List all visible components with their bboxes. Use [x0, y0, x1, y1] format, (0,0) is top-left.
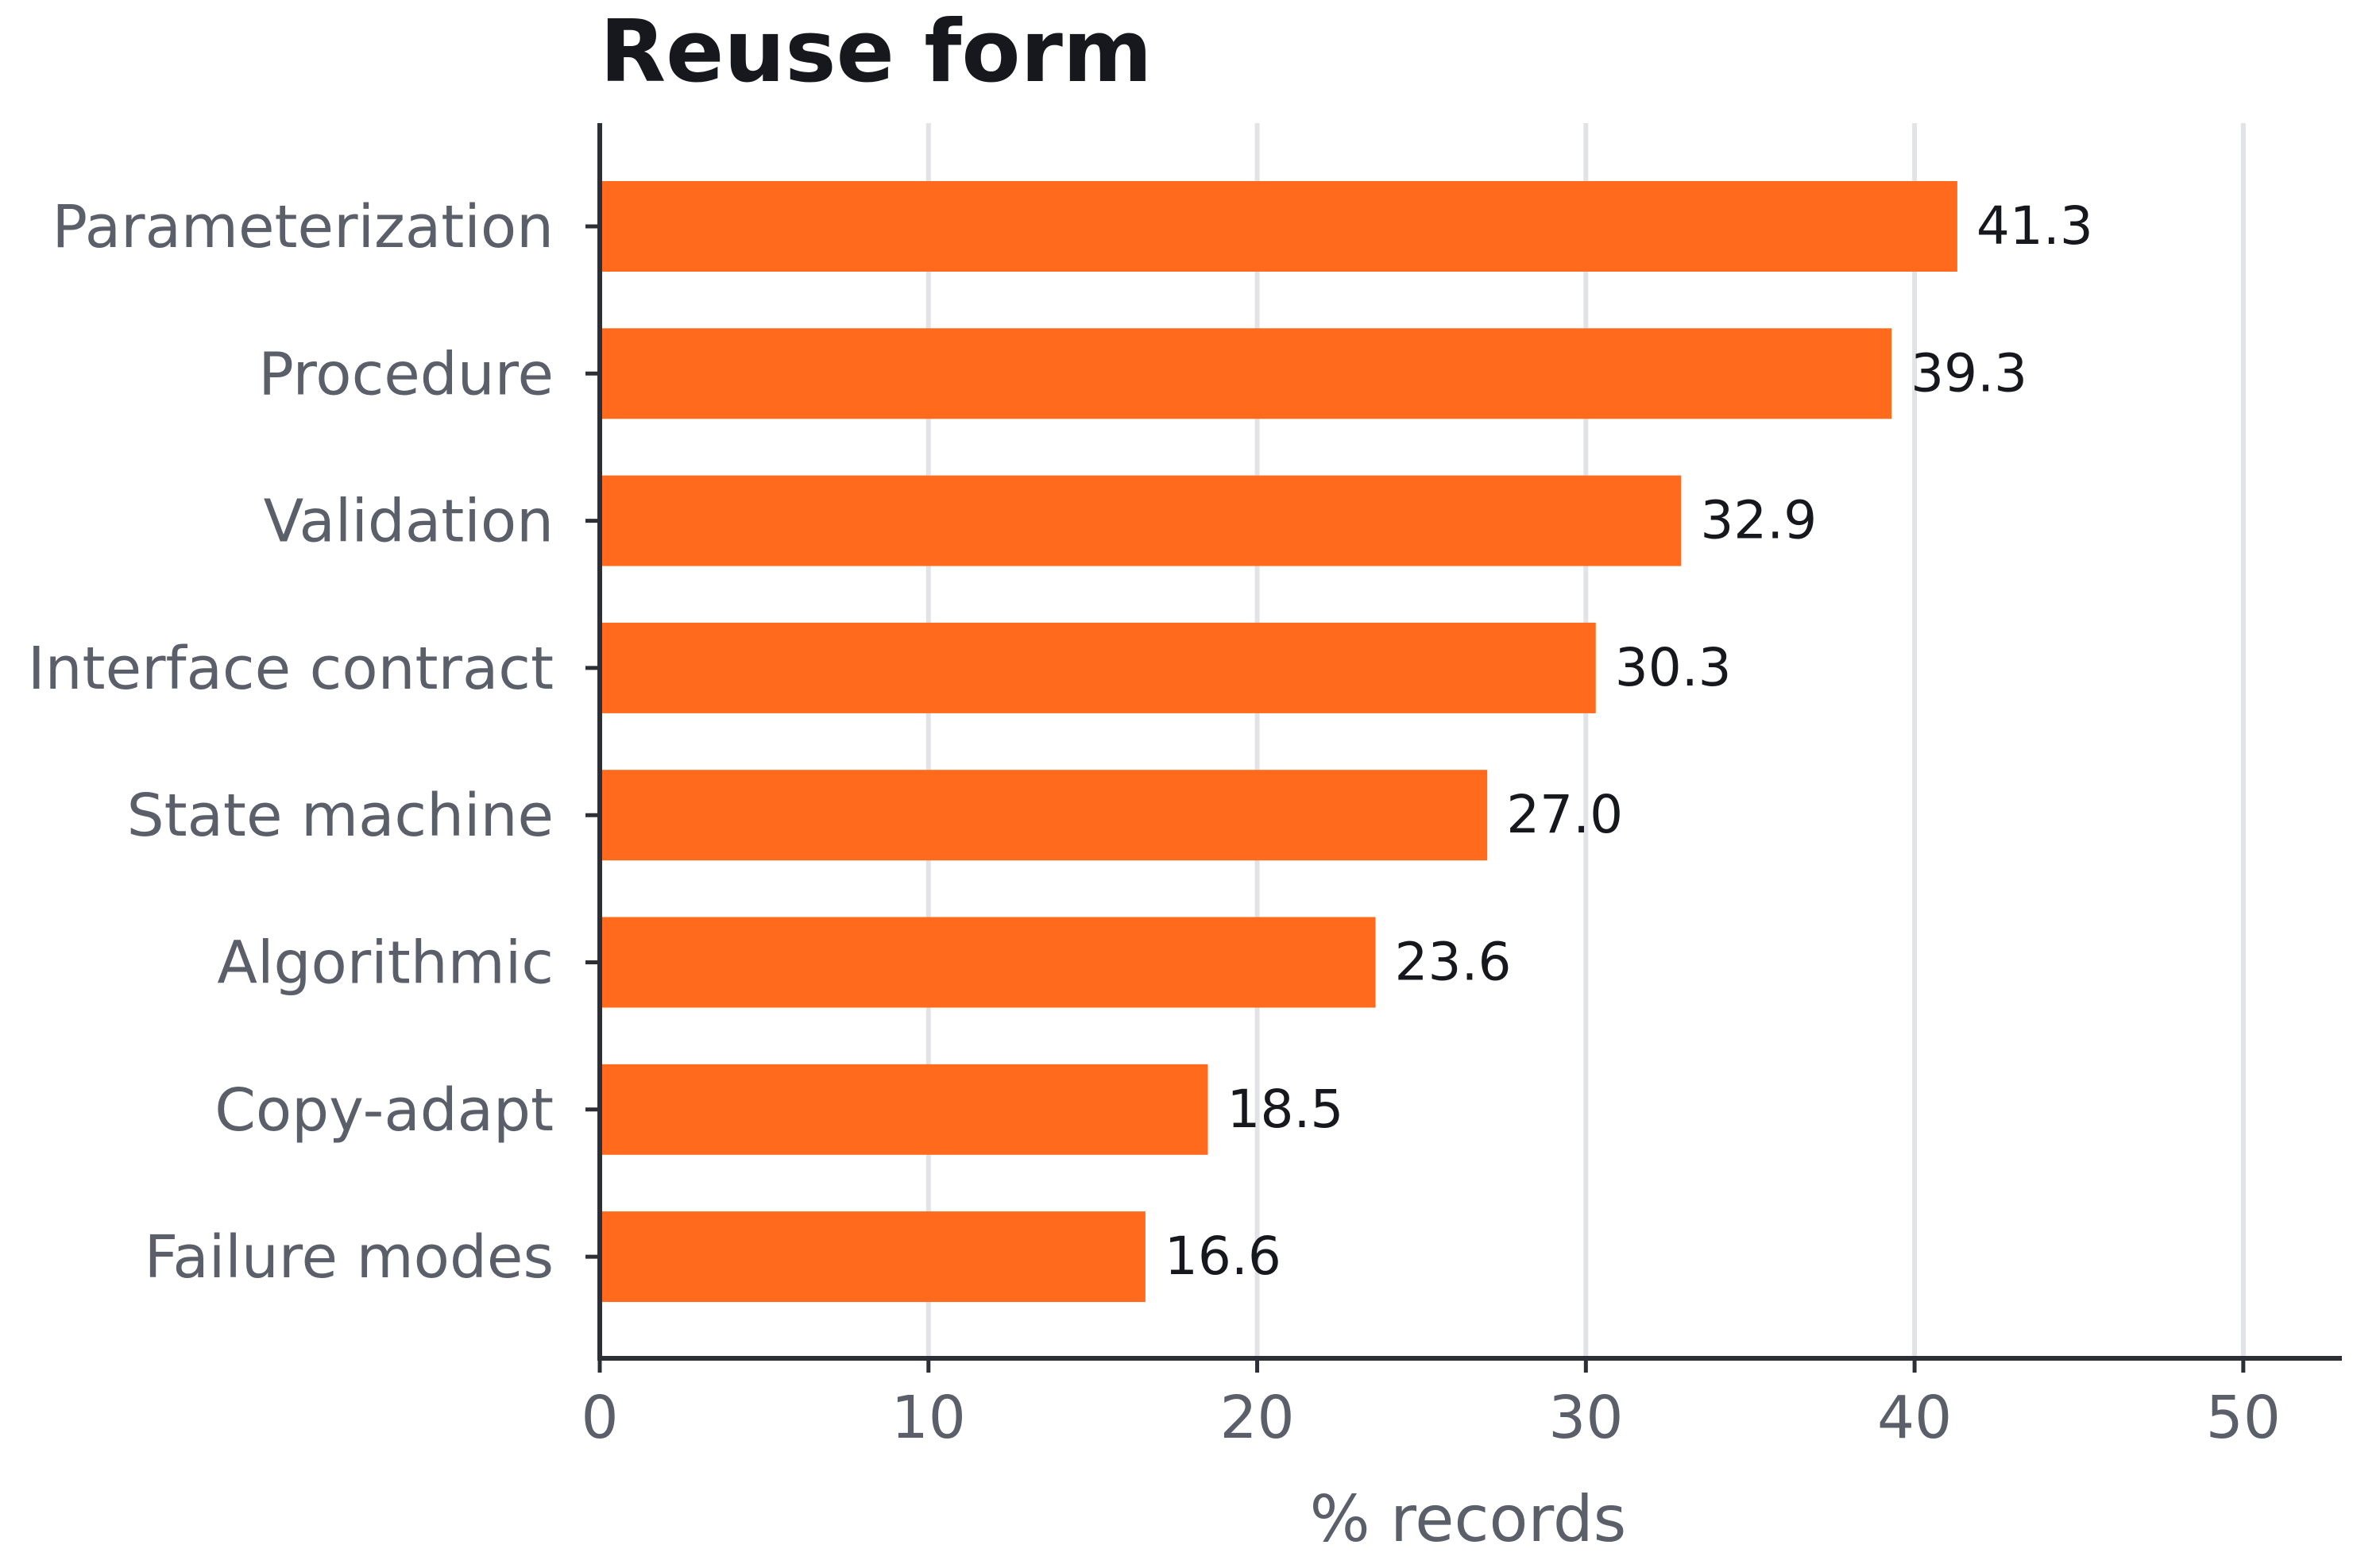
category-label-0: Parameterization — [52, 193, 554, 261]
value-label-5: 23.6 — [1395, 932, 1512, 993]
category-label-2: Validation — [264, 488, 554, 556]
value-label-7: 16.6 — [1165, 1226, 1281, 1287]
x-tick-label-30: 30 — [1548, 1384, 1623, 1452]
bar-5 — [600, 917, 1376, 1008]
x-tick-label-40: 40 — [1877, 1384, 1952, 1452]
grid-lines — [925, 123, 2246, 1358]
x-tick-label-0: 0 — [581, 1384, 618, 1452]
bar-4 — [600, 770, 1488, 861]
bar-0 — [600, 181, 1957, 272]
bar-3 — [600, 622, 1596, 713]
value-label-6: 18.5 — [1227, 1079, 1343, 1140]
x-tick-label-20: 20 — [1219, 1384, 1294, 1452]
x-axis-title: % records — [1310, 1482, 1627, 1556]
x-tick-label-10: 10 — [891, 1384, 966, 1452]
bar-7 — [600, 1211, 1146, 1303]
category-label-3: Interface contract — [28, 635, 554, 703]
category-label-5: Algorithmic — [217, 929, 554, 998]
labels: 0 10 20 30 40 50 Parameterization 41.3 Procedure… — [28, 193, 2281, 1452]
category-label-4: State machine — [127, 782, 554, 850]
value-label-4: 27.0 — [1506, 784, 1623, 845]
category-label-7: Failure modes — [145, 1223, 554, 1292]
value-label-1: 39.3 — [1911, 342, 2027, 404]
axes — [585, 123, 2342, 1373]
bars — [600, 181, 1957, 1303]
bar-6 — [600, 1064, 1208, 1155]
category-label-6: Copy-adapt — [214, 1076, 554, 1145]
value-label-0: 41.3 — [1976, 195, 2093, 257]
bar-1 — [600, 328, 1892, 419]
chart-title: Reuse form — [600, 2, 1152, 102]
x-tick-label-50: 50 — [2206, 1384, 2281, 1452]
category-label-1: Procedure — [258, 340, 554, 408]
value-label-2: 32.9 — [1700, 490, 1817, 551]
value-label-3: 30.3 — [1615, 637, 1732, 698]
bar-2 — [600, 475, 1682, 566]
